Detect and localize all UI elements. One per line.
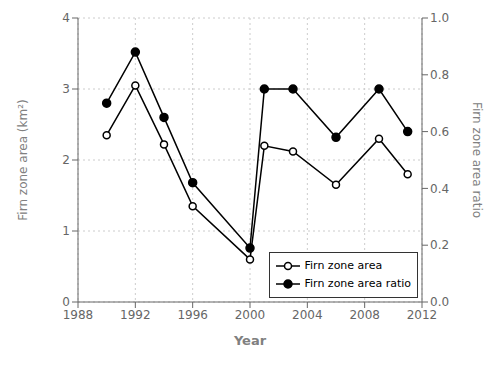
svg-text:2000: 2000 — [235, 308, 266, 322]
svg-text:3: 3 — [62, 82, 70, 96]
svg-text:1996: 1996 — [177, 308, 208, 322]
svg-text:2008: 2008 — [349, 308, 380, 322]
svg-text:0.4: 0.4 — [430, 182, 449, 196]
html-text:Firn zone area ratio: Firn zone area ratio — [304, 277, 411, 290]
svg-text:1: 1 — [62, 224, 70, 238]
html-text:Firn zone area: Firn zone area — [304, 259, 383, 272]
svg-text:0: 0 — [62, 295, 70, 309]
svg-text:2: 2 — [62, 153, 70, 167]
svg-text:Firn zone area ratio: Firn zone area ratio — [470, 102, 484, 218]
svg-text:0.6: 0.6 — [430, 125, 449, 139]
svg-text:Year: Year — [233, 333, 267, 348]
svg-text:Firn zone area (km²): Firn zone area (km²) — [16, 99, 30, 220]
svg-text:1992: 1992 — [120, 308, 151, 322]
svg-text:0.8: 0.8 — [430, 68, 449, 82]
svg-text:1988: 1988 — [63, 308, 94, 322]
svg-text:0.0: 0.0 — [430, 295, 449, 309]
svg-text:4: 4 — [62, 11, 70, 25]
svg-text:0.2: 0.2 — [430, 238, 449, 252]
svg-text:1.0: 1.0 — [430, 11, 449, 25]
svg-text:2004: 2004 — [292, 308, 323, 322]
svg-text:2012: 2012 — [407, 308, 438, 322]
